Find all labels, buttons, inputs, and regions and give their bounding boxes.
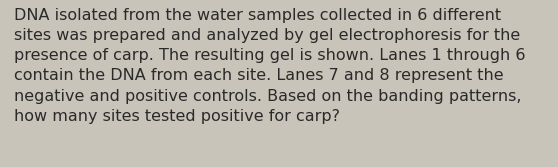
Text: DNA isolated from the water samples collected in 6 different
sites was prepared : DNA isolated from the water samples coll… [14,8,526,124]
